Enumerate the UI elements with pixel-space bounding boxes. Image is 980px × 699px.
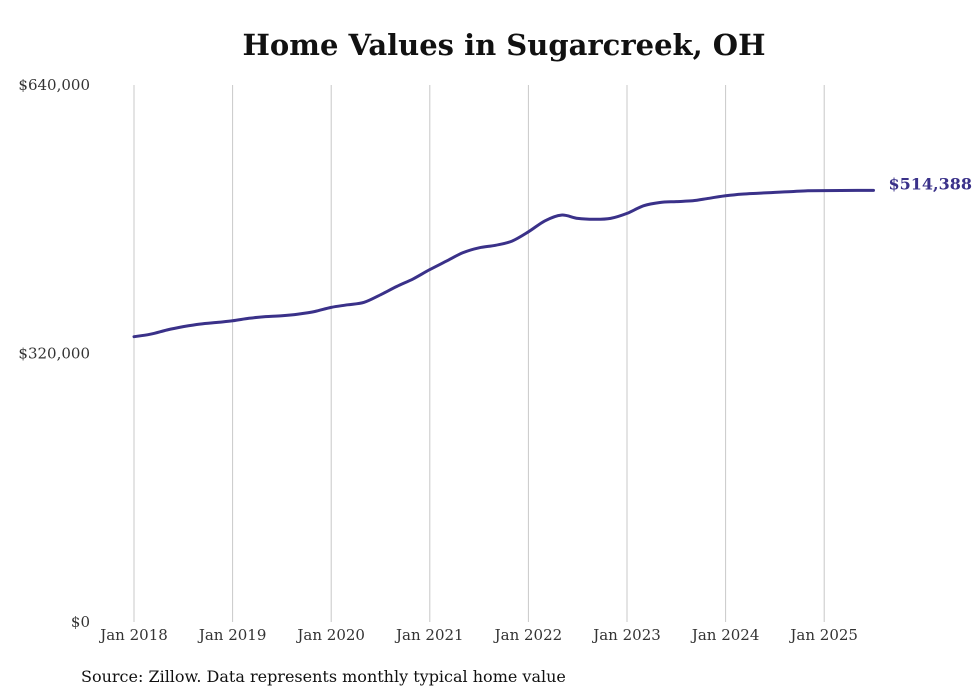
gridlines [133,85,825,622]
end-label-layer: $514,388 [889,174,973,193]
y-axis-tick-labels: $0 $320,000 $640,000 [18,76,90,631]
x-tick-label: Jan 2023 [591,626,661,644]
source-note: Source: Zillow. Data represents monthly … [81,667,566,686]
x-tick-label: Jan 2020 [295,626,365,644]
y-tick-label: $320,000 [18,345,90,363]
x-tick-label: Jan 2024 [690,626,760,644]
chart-title: Home Values in Sugarcreek, OH [242,28,766,62]
end-value-label: $514,388 [889,174,973,193]
x-tick-label: Jan 2018 [98,626,168,644]
series-layer [132,188,875,339]
home-value-line [132,188,875,339]
y-tick-label: $640,000 [18,76,90,94]
y-tick-label: $0 [71,613,90,631]
x-tick-label: Jan 2025 [788,626,858,644]
x-tick-label: Jan 2019 [197,626,267,644]
x-tick-label: Jan 2021 [394,626,464,644]
x-tick-label: Jan 2022 [493,626,563,644]
x-axis-tick-labels: Jan 2018 Jan 2019 Jan 2020 Jan 2021 Jan 2022… [98,626,858,644]
